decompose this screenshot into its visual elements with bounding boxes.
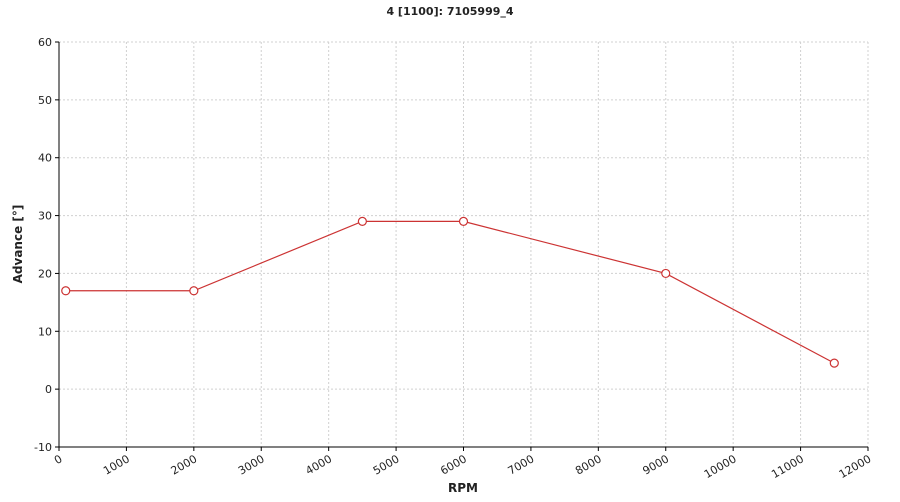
y-tick-label: 20 (38, 267, 52, 280)
x-axis-title: RPM (448, 481, 478, 495)
series-line (65, 220, 835, 364)
y-tick-label: 60 (38, 36, 52, 49)
x-tick-label: 4000 (303, 452, 334, 477)
x-tick-label: 2000 (169, 452, 200, 477)
y-tick-label: 0 (45, 383, 52, 396)
y-tick-label: 50 (38, 94, 52, 107)
x-tick-label: 8000 (573, 452, 604, 477)
x-tick-label: 12000 (837, 452, 874, 481)
x-tick-label: 7000 (506, 452, 537, 477)
x-tick-label: 5000 (371, 452, 402, 477)
x-tick-label: 0 (52, 452, 65, 467)
y-tick-label: 40 (38, 152, 52, 165)
chart-title: 4 [1100]: 7105999_4 (386, 5, 513, 18)
x-tick-label: 10000 (702, 452, 739, 481)
x-tick-label: 3000 (236, 452, 267, 477)
y-tick-label: 10 (38, 325, 52, 338)
point (61, 286, 71, 296)
point (189, 286, 199, 296)
x-tick-label: 11000 (769, 452, 806, 481)
x-tick-label: 6000 (438, 452, 469, 477)
y-axis-title: Advance [°] (11, 205, 25, 284)
y-tick-label: -10 (34, 441, 52, 454)
x-tick-label: 9000 (641, 452, 672, 477)
x-tick-label: 1000 (101, 452, 132, 477)
point (661, 268, 671, 279)
point (829, 358, 839, 368)
y-tick-label: 30 (38, 210, 52, 223)
point (357, 216, 367, 226)
point (458, 216, 469, 226)
